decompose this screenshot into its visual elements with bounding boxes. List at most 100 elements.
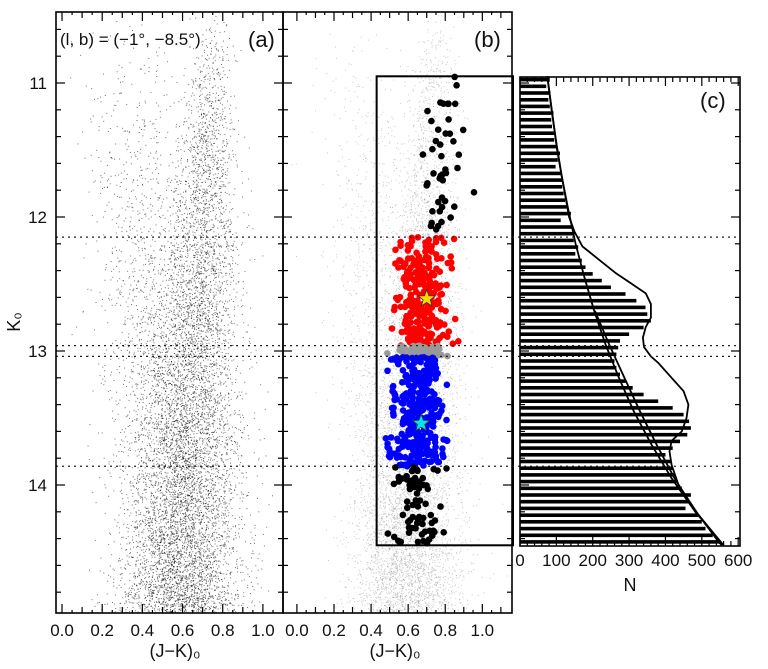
star-point	[187, 503, 189, 505]
star-point	[148, 458, 150, 460]
star-point	[226, 170, 228, 172]
star-point	[203, 152, 205, 154]
star-point	[160, 505, 162, 507]
star-point	[163, 583, 165, 585]
star-point	[218, 505, 220, 507]
star-point	[184, 566, 186, 568]
star-point	[192, 457, 194, 459]
star-point	[196, 187, 198, 189]
star-point	[118, 584, 120, 586]
star-point	[176, 535, 178, 537]
star-point	[190, 532, 192, 534]
star-point	[176, 257, 178, 258]
star-point	[215, 404, 217, 406]
star-point	[98, 129, 100, 131]
star-point	[168, 565, 170, 567]
star-point	[99, 477, 101, 479]
star-point	[189, 357, 191, 358]
star-point	[154, 391, 156, 393]
star-point	[188, 535, 190, 537]
star-point	[127, 306, 129, 308]
star-point	[250, 581, 252, 583]
star-point	[188, 478, 190, 480]
star-point	[176, 532, 178, 534]
star-point	[118, 226, 120, 228]
star-point	[197, 287, 199, 289]
star-point	[199, 512, 200, 514]
star-point	[154, 406, 156, 408]
star-point	[201, 348, 203, 350]
star-point	[129, 565, 131, 566]
star-point	[151, 370, 153, 372]
star-point	[232, 345, 233, 346]
star-point	[191, 452, 193, 454]
star-point	[248, 438, 250, 440]
star-point	[132, 323, 134, 325]
star-point	[100, 192, 102, 194]
star-point	[171, 310, 172, 312]
star-point	[146, 417, 148, 418]
star-point	[230, 221, 232, 223]
star-point	[131, 442, 133, 444]
star-point	[183, 505, 185, 507]
star-point	[193, 319, 195, 320]
star-point	[149, 422, 151, 424]
star-point	[219, 188, 221, 189]
star-point	[189, 412, 191, 414]
star-point	[193, 278, 195, 280]
star-point	[186, 286, 188, 288]
star-point	[204, 349, 206, 351]
star-point	[162, 494, 164, 496]
star-point	[227, 423, 229, 425]
star-point	[107, 322, 109, 324]
star-point	[197, 276, 198, 278]
star-point	[214, 363, 216, 365]
star-point	[170, 154, 172, 156]
star-point	[156, 464, 158, 466]
star-point	[189, 363, 191, 365]
star-point	[218, 595, 220, 597]
star-point	[131, 587, 132, 589]
star-point	[166, 574, 168, 576]
star-point	[211, 198, 213, 200]
star-point	[138, 595, 140, 597]
star-point	[143, 277, 144, 279]
star-point	[202, 213, 204, 215]
star-point	[223, 497, 224, 499]
star-point	[155, 169, 157, 171]
star-point	[188, 563, 190, 565]
star-point	[179, 446, 181, 448]
star-point	[139, 152, 141, 154]
star-point	[204, 408, 206, 410]
star-point	[135, 594, 136, 596]
star-point	[156, 328, 158, 330]
star-point	[97, 602, 99, 604]
star-point	[205, 588, 206, 590]
star-point	[172, 509, 173, 511]
star-point	[160, 450, 162, 452]
star-point	[181, 588, 183, 590]
star-point	[175, 451, 177, 453]
star-point	[160, 585, 162, 587]
star-point	[143, 375, 145, 377]
star-point	[205, 245, 206, 247]
star-point	[196, 414, 198, 416]
star-point	[125, 601, 127, 603]
star-point	[206, 580, 208, 582]
star-point	[177, 536, 178, 538]
star-point	[194, 304, 196, 306]
star-point	[185, 199, 187, 201]
star-point	[140, 369, 142, 371]
star-point	[187, 564, 189, 566]
star-point	[157, 210, 159, 212]
star-point	[214, 298, 216, 300]
star-point	[194, 518, 196, 520]
star-point	[139, 127, 141, 129]
star-point	[221, 343, 223, 345]
star-point	[194, 569, 195, 571]
star-point	[205, 118, 207, 120]
star-point	[166, 582, 168, 584]
star-point	[154, 360, 156, 362]
star-point	[202, 284, 204, 286]
star-point	[135, 411, 137, 413]
